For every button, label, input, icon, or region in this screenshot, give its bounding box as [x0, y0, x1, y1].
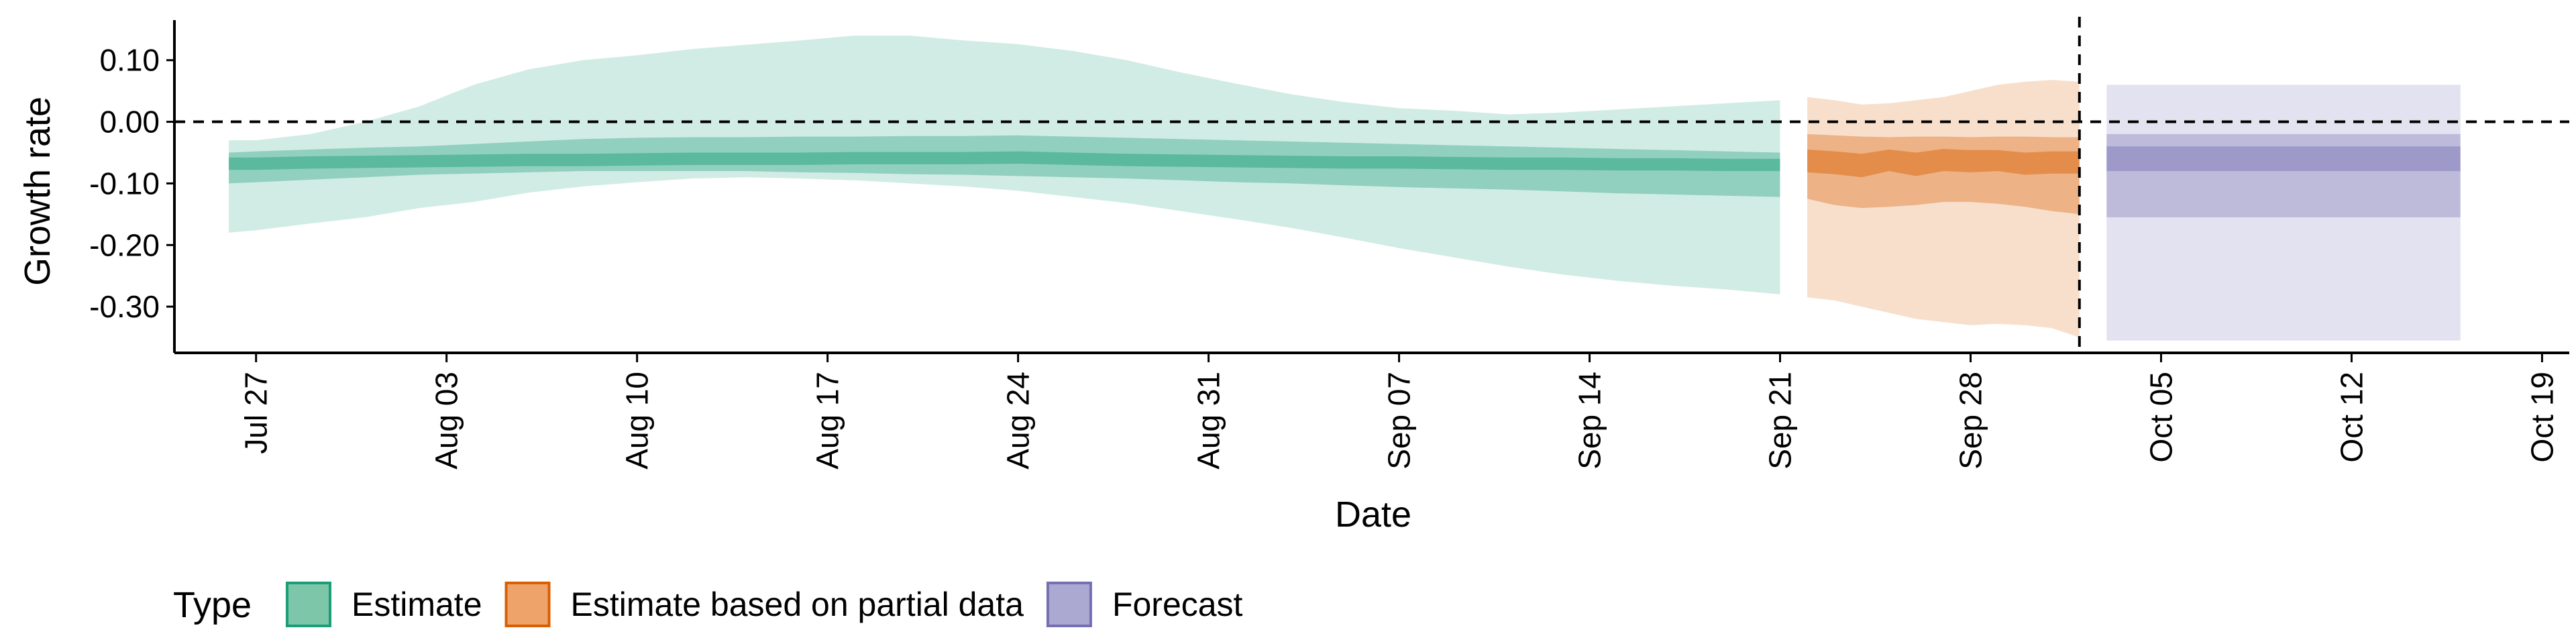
- legend-key-2: [1046, 582, 1092, 627]
- plot-area: [174, 17, 2569, 353]
- series-1-band-20: [1807, 149, 2080, 178]
- series-1-band-90: [1807, 80, 2080, 337]
- y-axis-title: Growth rate: [17, 97, 58, 286]
- y-tick-label: 0.10: [99, 43, 160, 78]
- x-tick-label: Sep 28: [1953, 372, 1988, 470]
- x-tick-label: Oct 12: [2334, 372, 2369, 463]
- x-tick-label: Sep 21: [1763, 372, 1798, 470]
- series-2-band-90: [2106, 85, 2461, 341]
- series-0-band-50: [229, 135, 1780, 197]
- legend-key-1: [504, 582, 551, 627]
- legend-key-0: [286, 582, 331, 627]
- x-axis-title: Date: [1335, 494, 1411, 535]
- series-2-band-50: [2106, 133, 2461, 217]
- y-tick-label: -0.20: [89, 227, 160, 262]
- x-tick-label: Aug 03: [429, 372, 464, 470]
- series-2-band-20: [2106, 146, 2461, 171]
- series-0-band-20: [229, 151, 1780, 171]
- x-tick-label: Sep 07: [1382, 372, 1417, 470]
- y-ticks: 0.10 0.00 -0.10 -0.20 -0.30: [89, 43, 174, 324]
- legend-title: Type: [173, 585, 252, 625]
- x-tick-label: Aug 31: [1191, 372, 1226, 470]
- y-tick-label: -0.10: [89, 166, 160, 201]
- legend-label-2: Forecast: [1112, 586, 1243, 623]
- legend-label-0: Estimate: [352, 586, 482, 623]
- series-1-band-50: [1807, 133, 2080, 215]
- x-tick-label: Sep 14: [1572, 372, 1607, 470]
- y-tick-label: -0.30: [89, 289, 160, 324]
- x-ticks: Jul 27 Aug 03 Aug 10 Aug 17 Aug 24 Aug 31 Sep …: [239, 353, 2559, 470]
- y-tick-label: 0.00: [99, 105, 160, 140]
- x-tick-label: Aug 17: [810, 372, 845, 470]
- x-tick-label: Aug 10: [620, 372, 655, 470]
- x-tick-label: Aug 24: [1001, 372, 1036, 470]
- series-0-band-90: [229, 36, 1780, 294]
- legend: Type Estimate Estimate based on partial d…: [173, 582, 1243, 627]
- legend-label-1: Estimate based on partial data: [571, 586, 1024, 623]
- x-tick-label: Jul 27: [239, 372, 274, 454]
- x-tick-label: Oct 05: [2143, 372, 2178, 463]
- x-tick-label: Oct 19: [2524, 372, 2559, 463]
